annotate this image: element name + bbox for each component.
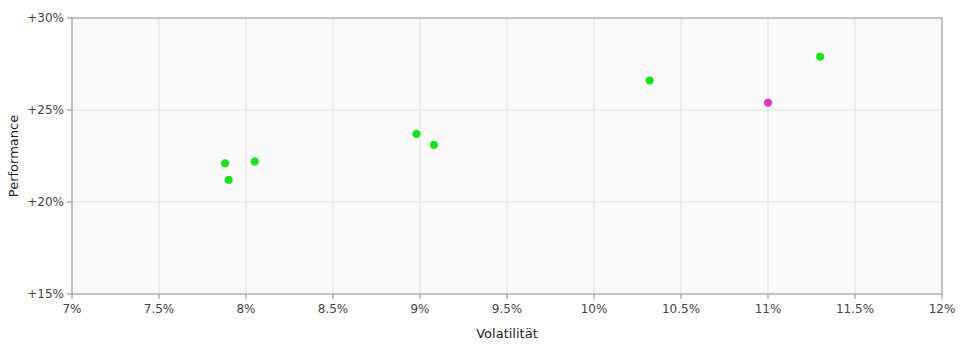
tick-x bbox=[855, 294, 856, 299]
tick-x bbox=[159, 294, 160, 299]
x-axis-label: Volatilität bbox=[476, 326, 538, 341]
scatter-point bbox=[764, 98, 773, 107]
scatter-point bbox=[816, 52, 825, 61]
tick-x bbox=[333, 294, 334, 299]
tick-x bbox=[507, 294, 508, 299]
series bbox=[764, 98, 773, 107]
grid-line-x bbox=[333, 18, 334, 294]
tick-label-x: 10% bbox=[581, 302, 608, 316]
grid-line-x bbox=[768, 18, 769, 294]
tick-label-x: 7.5% bbox=[144, 302, 175, 316]
grid-line-x bbox=[855, 18, 856, 294]
grid-line-y bbox=[72, 110, 942, 111]
tick-label-x: 11.5% bbox=[836, 302, 874, 316]
plot-frame bbox=[72, 18, 942, 294]
grid-line-x bbox=[507, 18, 508, 294]
grid-line-x bbox=[159, 18, 160, 294]
grid-line-x bbox=[681, 18, 682, 294]
tick-x bbox=[681, 294, 682, 299]
grid-line-x bbox=[246, 18, 247, 294]
chart-container: 7% 7.5% 8% 8.5% 9% 9.5% 10% 10.5% 11% 11.5% 12% +15… bbox=[0, 0, 966, 350]
tick-label-x: 12% bbox=[929, 302, 956, 316]
tick-label-y: +25% bbox=[27, 103, 64, 117]
scatter-point bbox=[429, 140, 438, 149]
series bbox=[221, 52, 825, 184]
scatter-point bbox=[412, 129, 421, 138]
points bbox=[221, 52, 825, 184]
tick-label-y: +30% bbox=[27, 11, 64, 25]
grid bbox=[72, 18, 942, 294]
tick-x bbox=[942, 294, 943, 299]
plot-background bbox=[72, 18, 942, 294]
tick-x bbox=[594, 294, 595, 299]
tick-label-x: 11% bbox=[755, 302, 782, 316]
grid-line-y bbox=[72, 202, 942, 203]
tick-x bbox=[72, 294, 73, 299]
tick-label-x: 8% bbox=[236, 302, 255, 316]
scatter-point bbox=[221, 159, 230, 168]
tick-x bbox=[420, 294, 421, 299]
tick-label-x: 9% bbox=[410, 302, 429, 316]
tick-label-x: 9.5% bbox=[492, 302, 523, 316]
tick-label-y: +15% bbox=[27, 287, 64, 301]
tick-y bbox=[67, 294, 72, 295]
tick-x bbox=[246, 294, 247, 299]
axes: 7% 7.5% 8% 8.5% 9% 9.5% 10% 10.5% 11% 11.5% 12% +15… bbox=[27, 11, 955, 316]
tick-y bbox=[67, 18, 72, 19]
y-axis-label: Performance bbox=[6, 115, 21, 197]
tick-y bbox=[67, 202, 72, 203]
tick-label-x: 7% bbox=[62, 302, 81, 316]
grid-line-x bbox=[420, 18, 421, 294]
grid-line-x bbox=[594, 18, 595, 294]
scatter-point bbox=[645, 76, 654, 85]
tick-label-x: 8.5% bbox=[318, 302, 349, 316]
tick-y bbox=[67, 110, 72, 111]
tick-label-y: +20% bbox=[27, 195, 64, 209]
scatter-point bbox=[250, 157, 259, 166]
chart: 7% 7.5% 8% 8.5% 9% 9.5% 10% 10.5% 11% 11.5% 12% +15… bbox=[0, 0, 966, 350]
tick-label-x: 10.5% bbox=[662, 302, 700, 316]
tick-x bbox=[768, 294, 769, 299]
scatter-point bbox=[224, 175, 233, 184]
